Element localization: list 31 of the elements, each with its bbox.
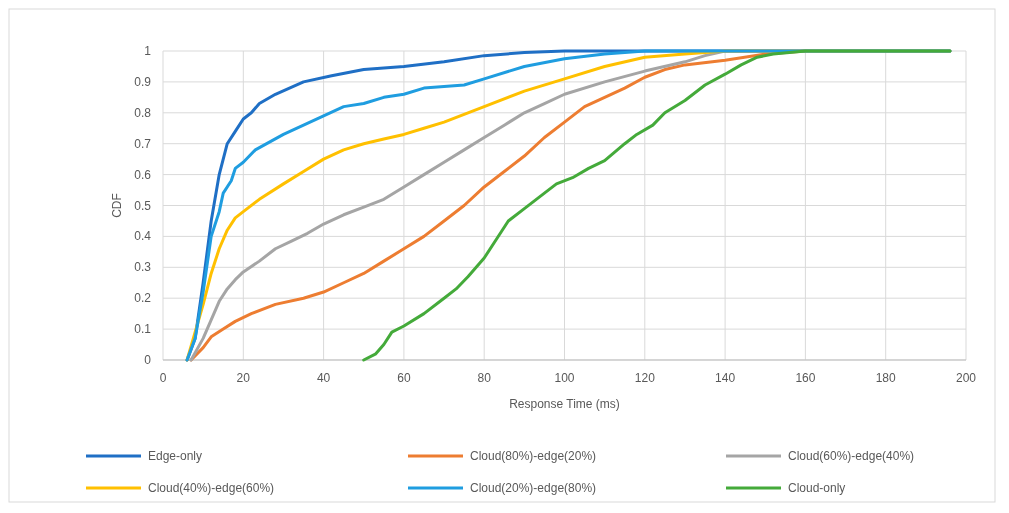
x-tick-label: 180 <box>875 371 897 385</box>
legend-label: Cloud(20%)-edge(80%) <box>470 481 597 495</box>
y-tick-label: 0.9 <box>134 74 152 89</box>
x-axis-title: Response Time (ms) <box>509 397 620 411</box>
y-tick-label: 0.1 <box>134 322 152 337</box>
y-tick-label: 0.3 <box>134 260 152 275</box>
legend-label: Edge-only <box>148 449 203 463</box>
line-series <box>362 49 952 362</box>
y-tick-label: 0.7 <box>134 136 152 151</box>
x-tick-label: 200 <box>955 371 977 385</box>
legend-label: Cloud-only <box>788 481 846 495</box>
x-tick-label: 0 <box>159 371 167 385</box>
x-tick-label: 100 <box>554 371 575 385</box>
x-tick-label: 40 <box>316 371 331 385</box>
x-tick-label: 80 <box>477 371 492 385</box>
x-tick-label: 120 <box>634 371 656 385</box>
y-tick-label: 0.2 <box>134 291 152 306</box>
y-tick-label: 0.4 <box>134 229 152 244</box>
x-tick-label: 20 <box>236 371 251 385</box>
y-tick-label: 1 <box>144 44 152 58</box>
legend-label: Cloud(40%)-edge(60%) <box>148 481 275 495</box>
y-tick-label: 0 <box>144 353 152 367</box>
legend-label: Cloud(60%)-edge(40%) <box>788 449 915 463</box>
x-tick-label: 60 <box>397 371 411 385</box>
x-tick-label: 140 <box>715 371 736 385</box>
legend-label: Cloud(80%)-edge(20%) <box>470 449 597 463</box>
x-tick-label: 160 <box>795 371 816 385</box>
y-tick-label: 0.6 <box>134 167 152 182</box>
y-tick-label: 0.5 <box>134 198 152 213</box>
y-axis-title: CDF <box>110 193 124 218</box>
y-tick-label: 0.8 <box>134 105 152 120</box>
